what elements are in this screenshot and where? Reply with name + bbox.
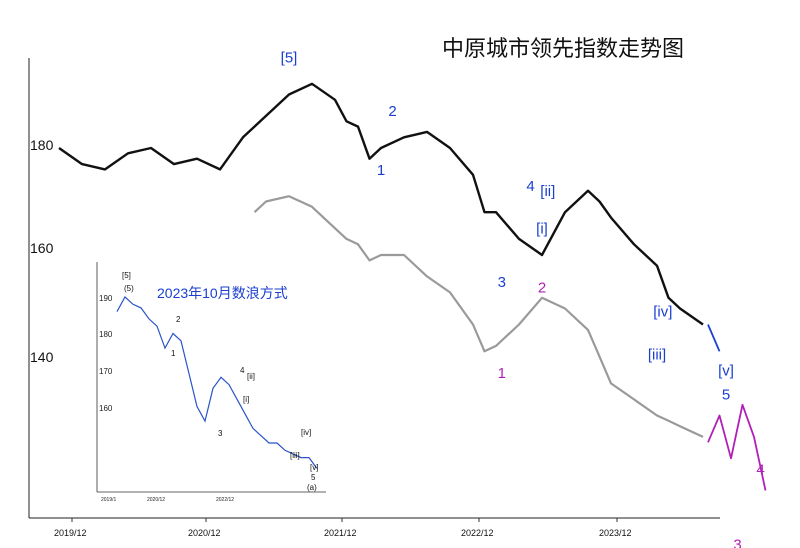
inset-wave-label: [5] [122,271,131,280]
inset-x-tick-label: 2022/12 [216,497,234,503]
y-tick-labels: 180 160 140 [30,137,54,365]
x-tick-label: 2022/12 [461,528,494,538]
x-tick-label: 2019/12 [54,528,87,538]
inset-wave-label: [iv] [301,428,311,437]
inset-y-tick-label: 190 [99,294,113,303]
series-line-black [58,82,704,326]
y-tick-label: 180 [30,137,54,153]
x-tick-labels: 2019/12 2020/12 2021/12 2022/12 2023/12 [54,518,632,538]
wave-label: [5] [281,49,298,66]
wave-label: [iii] [648,346,666,363]
inset-background [88,258,336,502]
wave-label: [ii] [540,183,555,200]
inset-wave-label: 2 [176,315,181,324]
series-layer [58,82,767,491]
wave-label: 5 [722,386,730,403]
inset-wave-label: [v] [310,463,318,472]
inset-wave-label: 1 [171,349,176,358]
inset-wave-label: 4 [240,366,245,375]
wave-labels: [5]214[ii][i]3[iv][iii][v]521435 [281,49,765,548]
wave-label: 3 [733,536,741,548]
inset-wave-label: [iii] [290,451,300,460]
wave-label: 2 [388,103,396,120]
x-tick-label: 2020/12 [188,528,221,538]
y-tick-label: 160 [30,240,54,256]
inset-chart: 2023年10月数浪方式 190 180 170 160 2019/1 2020… [88,258,336,503]
inset-series-line [116,296,318,469]
wave-label: 1 [498,365,506,382]
wave-label: 4 [526,178,534,195]
wave-label: [iv] [653,304,672,321]
inset-wave-label: 5 [311,473,316,482]
wave-label: [v] [718,362,734,379]
x-tick-label: 2023/12 [599,528,632,538]
inset-title: 2023年10月数浪方式 [157,285,288,301]
inset-y-tick-label: 160 [99,404,113,413]
y-tick-label: 140 [30,349,54,365]
projection-line-purple [707,403,767,491]
inset-wave-labels: [5] (5) 2 1 4 [ii] [i] 3 [iv] [iii] [v] … [122,271,318,492]
wave-label: [i] [536,221,548,238]
inset-x-tick-label: 2020/12 [147,497,165,503]
wave-label: 2 [538,279,546,296]
inset-y-tick-label: 180 [99,330,113,339]
inset-wave-label: [i] [243,395,249,404]
inset-wave-label: (a) [307,483,317,492]
wave-label: 1 [377,162,385,179]
inset-wave-label: 3 [218,429,223,438]
series-line-gray [253,195,704,438]
inset-y-tick-label: 170 [99,367,113,376]
inset-wave-label: [ii] [247,372,255,381]
x-tick-label: 2021/12 [324,528,357,538]
chart-title: 中原城市领先指数走势图 [442,36,684,61]
projection-line-blue [707,324,721,352]
wave-label: 4 [756,461,764,478]
inset-x-tick-label: 2019/1 [101,497,117,503]
inset-wave-label: (5) [124,284,134,293]
wave-label: 3 [498,274,506,291]
